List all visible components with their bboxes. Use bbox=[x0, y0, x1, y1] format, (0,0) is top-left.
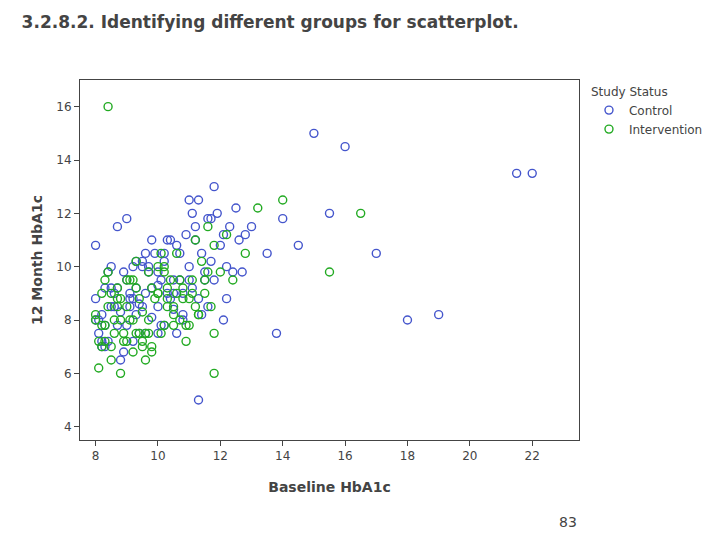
svg-text:Control: Control bbox=[629, 104, 672, 118]
svg-text:20: 20 bbox=[462, 449, 477, 463]
svg-text:12 Month HbA1c: 12 Month HbA1c bbox=[29, 195, 45, 325]
svg-text:Study Status: Study Status bbox=[591, 85, 668, 99]
svg-text:Baseline HbA1c: Baseline HbA1c bbox=[268, 479, 391, 495]
svg-text:8: 8 bbox=[92, 449, 100, 463]
svg-text:6: 6 bbox=[64, 367, 72, 381]
svg-text:12: 12 bbox=[56, 207, 71, 221]
svg-text:16: 16 bbox=[337, 449, 352, 463]
svg-text:22: 22 bbox=[525, 449, 540, 463]
svg-text:3.2.8.2. Identifying different: 3.2.8.2. Identifying different groups fo… bbox=[22, 12, 519, 32]
svg-text:18: 18 bbox=[400, 449, 415, 463]
svg-text:83: 83 bbox=[559, 514, 577, 530]
svg-text:10: 10 bbox=[56, 260, 71, 274]
svg-text:8: 8 bbox=[64, 313, 72, 327]
svg-text:10: 10 bbox=[150, 449, 165, 463]
svg-text:14: 14 bbox=[275, 449, 290, 463]
svg-text:4: 4 bbox=[64, 420, 72, 434]
svg-text:Intervention: Intervention bbox=[629, 123, 702, 137]
svg-text:12: 12 bbox=[213, 449, 228, 463]
svg-text:16: 16 bbox=[56, 100, 71, 114]
svg-text:14: 14 bbox=[56, 153, 71, 167]
